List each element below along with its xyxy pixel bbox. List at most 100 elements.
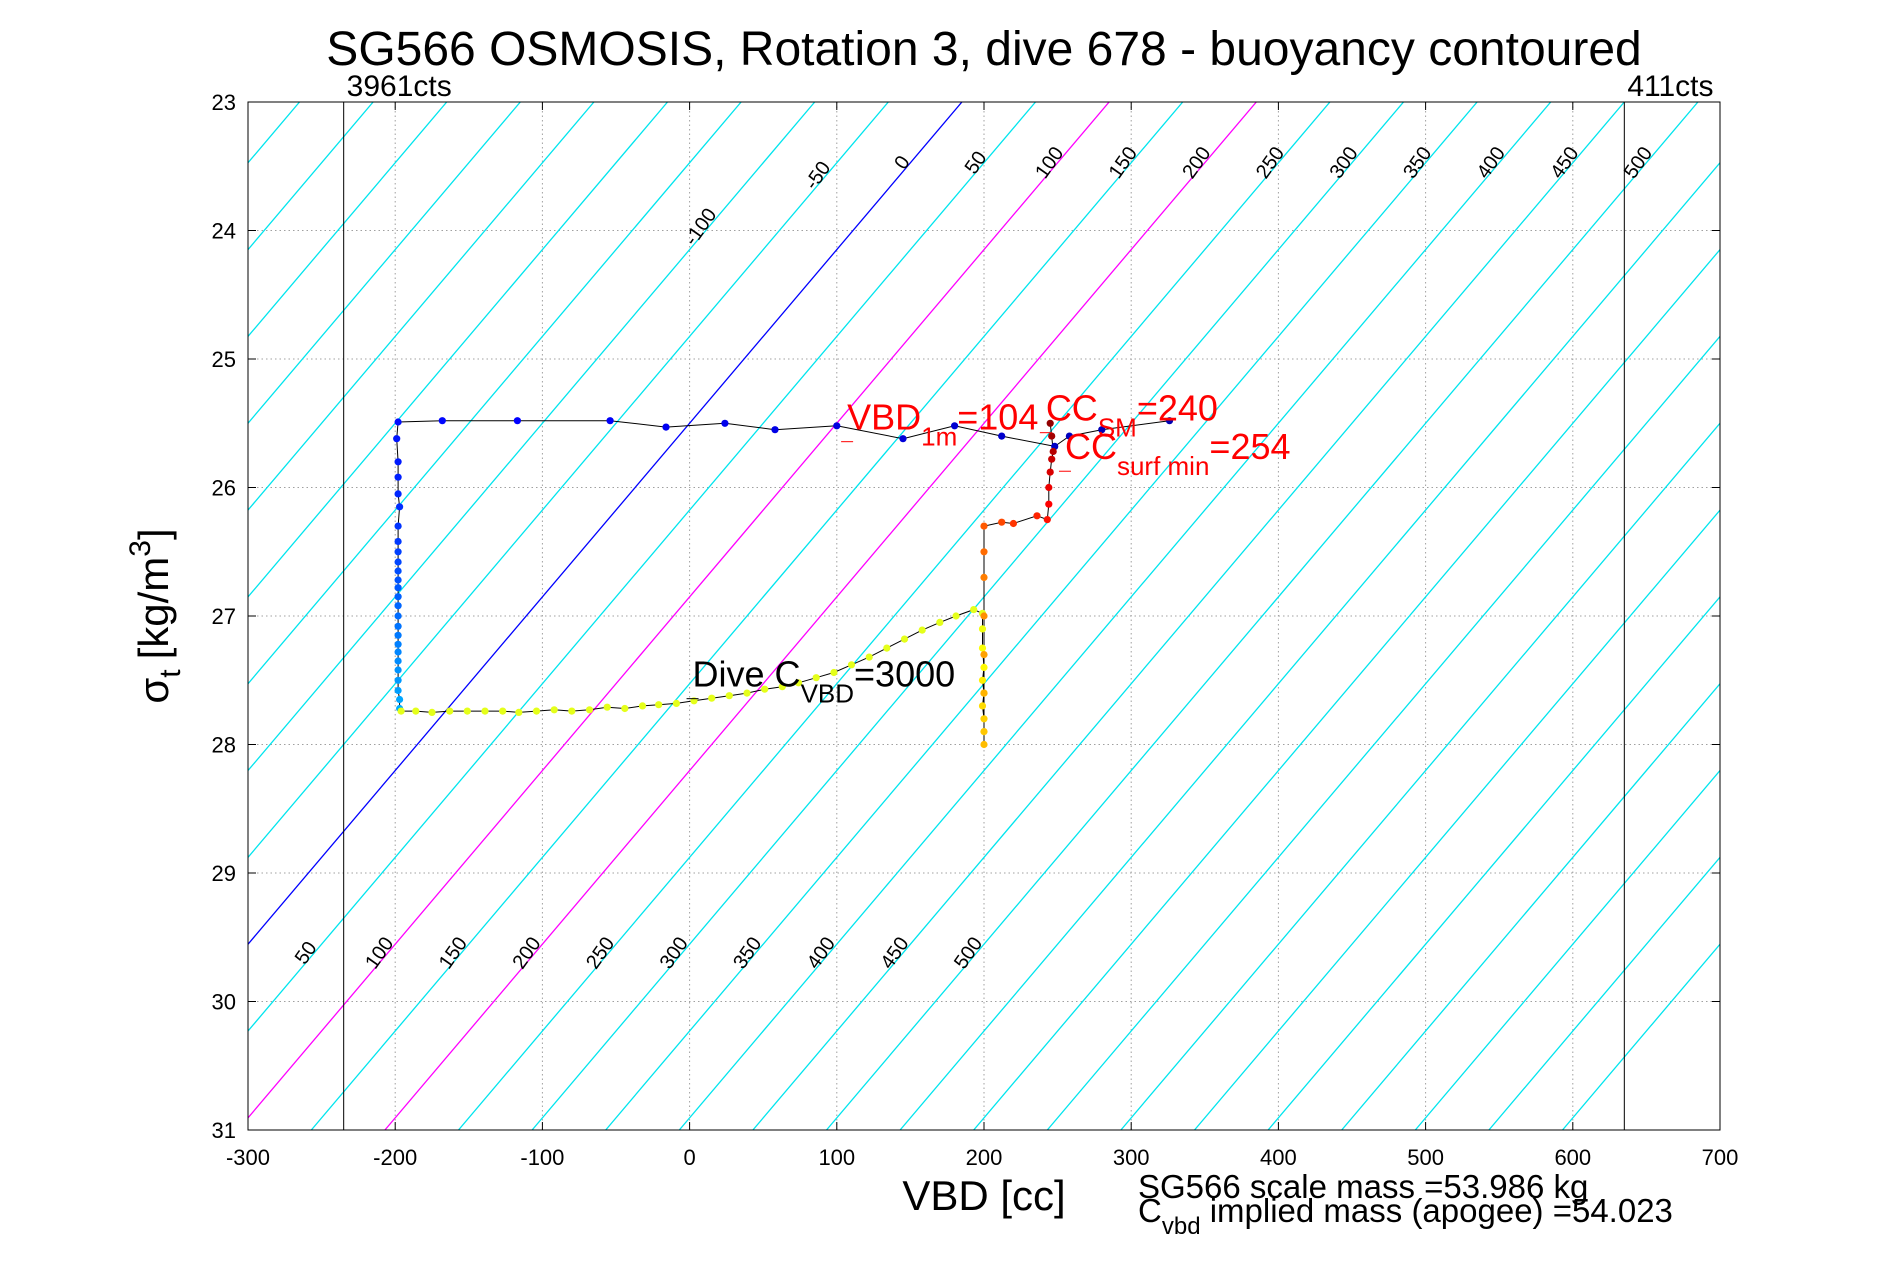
contour-line [0, 102, 226, 1130]
y-tick-label: 23 [212, 90, 236, 115]
trace-point [978, 625, 987, 633]
y-axis-ticks: 23 24 25 26 27 28 29 30 31 [212, 90, 1720, 1143]
trace-point [721, 419, 729, 427]
trace-point [568, 707, 576, 715]
contour-line [248, 102, 1110, 1119]
trace-point [1065, 432, 1073, 440]
trace-point [394, 593, 402, 601]
implied-mass-note: Cvbd implied mass (apogee) =54.023 [1138, 1192, 1673, 1240]
trace-point [394, 537, 402, 546]
x-tick-label: -100 [520, 1145, 564, 1170]
annotation-label: CCSM=240 [1046, 388, 1218, 443]
contour-line [899, 161, 1720, 1130]
y-tick-label: 30 [212, 990, 236, 1015]
y-axis-label: σt[kg/m3] [124, 528, 187, 703]
trace-point [394, 418, 402, 426]
trace-point [980, 548, 988, 556]
trace-point [1098, 426, 1106, 434]
trace-point [438, 417, 446, 425]
trace-point [394, 631, 402, 639]
trace-point [1033, 512, 1041, 520]
buoyancy-contours [0, 102, 1720, 1130]
x-tick-label: 200 [966, 1145, 1003, 1170]
trace-point [394, 657, 402, 665]
contour-line [1414, 769, 1720, 1130]
contour-line [826, 102, 1699, 1130]
chart-title: SG566 OSMOSIS, Rotation 3, dive 678 - bu… [326, 23, 1641, 76]
annotation-label: CCsurf min=254 [1065, 426, 1291, 481]
contour-line [248, 102, 1037, 1033]
contour-line [1120, 422, 1720, 1130]
contour-line [248, 102, 963, 946]
y-tick-label: 25 [212, 347, 236, 372]
trace-point [833, 422, 841, 430]
x-axis-ticks: -300 -200 -100 0 100 200 300 400 500 600 700 [226, 102, 1738, 1170]
contour-line [1046, 335, 1720, 1130]
trace-point [655, 701, 663, 709]
trace-point [1043, 516, 1051, 524]
trace-point [532, 707, 541, 715]
y-tick-label: 26 [212, 476, 236, 501]
trace-point [830, 668, 838, 677]
trace-point [998, 432, 1006, 440]
contour-line [248, 102, 889, 859]
trace-point [638, 702, 647, 710]
trace-point [394, 458, 402, 466]
trace-point [394, 576, 402, 584]
trace-point [980, 728, 988, 736]
trace-point [394, 648, 402, 656]
trace-point [393, 435, 401, 443]
trace-point [1165, 417, 1174, 425]
trace-point [394, 622, 402, 630]
trace-point [603, 703, 611, 711]
trace-point [952, 612, 960, 620]
limit-label: 3961cts [347, 70, 452, 103]
trace-point [394, 666, 402, 674]
trace-point [394, 640, 402, 648]
trace-point [394, 612, 402, 620]
trace-point [499, 707, 507, 715]
trace-point [980, 740, 988, 749]
trace-point [396, 695, 404, 704]
trace-point [397, 707, 405, 715]
x-tick-label: 100 [818, 1145, 855, 1170]
trace-point [980, 689, 988, 697]
contour-line [248, 102, 595, 512]
contour-line [248, 102, 448, 338]
x-tick-label: -300 [226, 1145, 270, 1170]
trace-point [446, 707, 454, 715]
x-tick-label: -200 [373, 1145, 417, 1170]
trace-point [481, 707, 489, 715]
trace-point [428, 708, 436, 717]
trace-point [606, 417, 614, 425]
contour-line [752, 102, 1625, 1130]
trace-point [812, 674, 820, 682]
trace-point [394, 558, 402, 566]
trace-point [1049, 447, 1057, 456]
trace-point [980, 522, 988, 530]
trace-point [394, 584, 402, 592]
x-tick-label: 600 [1554, 1145, 1591, 1170]
x-tick-label: 300 [1113, 1145, 1150, 1170]
contour-line [531, 102, 1405, 1130]
limit-label: 411cts [1627, 70, 1713, 103]
contour-line [1194, 509, 1720, 1130]
trace-point [1048, 432, 1056, 440]
trace-point [998, 518, 1006, 526]
x-tick-label: 400 [1260, 1145, 1297, 1170]
trace-point [394, 473, 402, 481]
annotation-label: Dive CVBD=3000 [693, 654, 956, 709]
contour-line [605, 102, 1478, 1130]
trace-point [725, 692, 733, 700]
trace-point [621, 704, 629, 713]
x-axis-label: VBD [cc] [902, 1172, 1065, 1219]
trace-point [847, 661, 856, 669]
contour-line [973, 248, 1720, 1130]
trace-point [672, 699, 681, 708]
trace-point [662, 423, 670, 431]
contour-line [1488, 856, 1720, 1130]
contour-line [1562, 943, 1720, 1130]
trace-point [865, 653, 873, 661]
